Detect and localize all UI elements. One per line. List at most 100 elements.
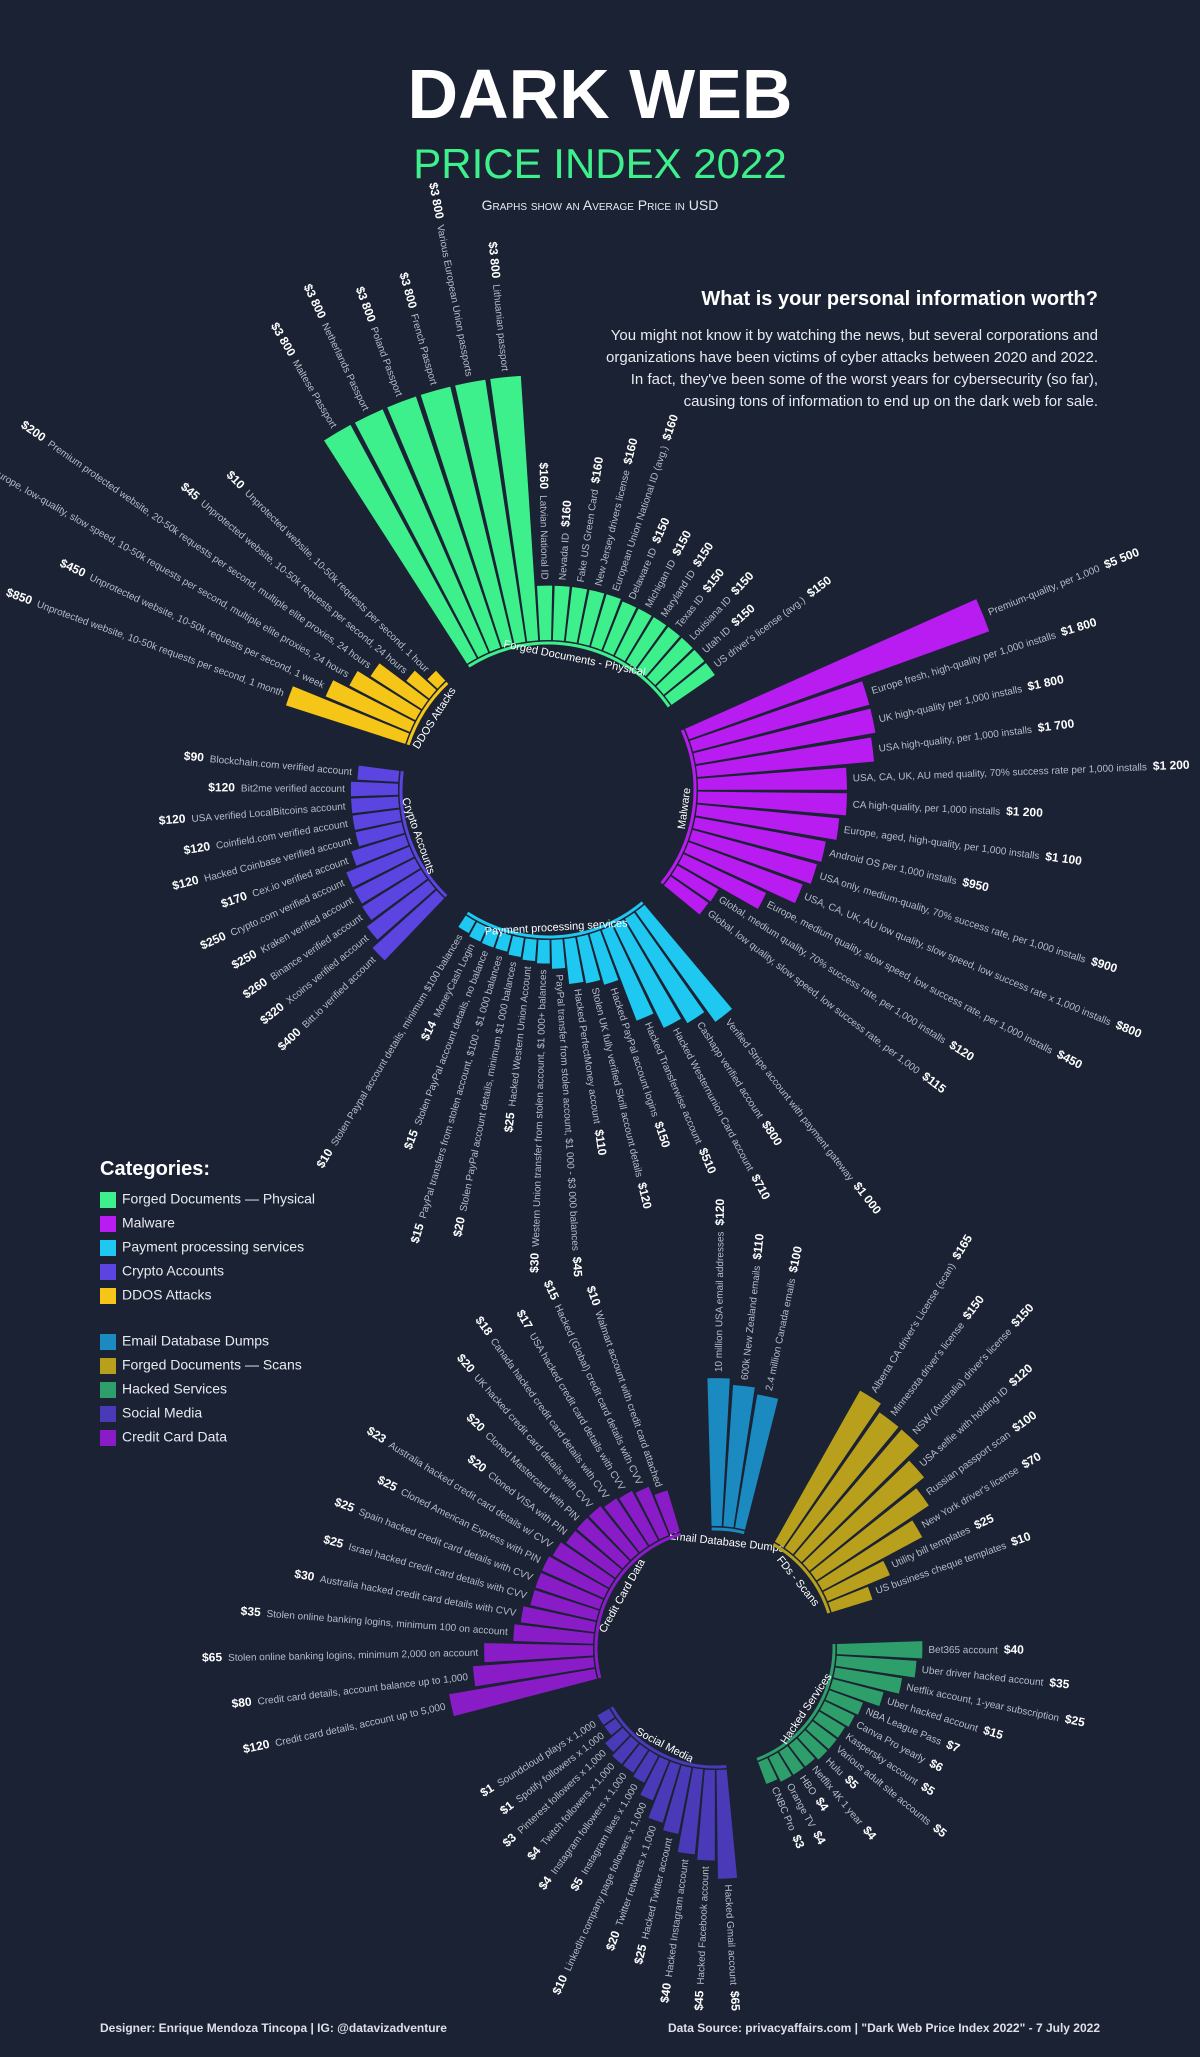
item-label: Hacked Gmail account	[722, 1884, 738, 1985]
footer-designer: Designer: Enrique Mendoza Tincopa | IG: …	[100, 2021, 447, 2035]
bar	[697, 767, 847, 790]
legend-swatch	[100, 1216, 116, 1232]
bar	[624, 912, 705, 1024]
value-label: $160	[588, 456, 606, 485]
value-label: $3 800	[485, 241, 503, 279]
bar	[349, 671, 421, 721]
bar-label: Nevada ID $160	[555, 499, 575, 580]
bar	[813, 1711, 845, 1738]
bar	[603, 601, 637, 655]
bar	[357, 765, 400, 782]
bar	[830, 1679, 884, 1707]
bar	[597, 1708, 615, 1725]
bar	[472, 1657, 595, 1687]
group-arc	[660, 729, 697, 885]
bar	[469, 922, 487, 942]
bar	[794, 1429, 920, 1563]
bar	[677, 1768, 704, 1855]
bar	[656, 649, 705, 695]
group-arc	[610, 1706, 727, 1769]
group-arc	[711, 1527, 745, 1535]
item-label: 10 million USA email addresses	[713, 1231, 726, 1372]
legend-swatch	[100, 1382, 116, 1398]
bar	[484, 1643, 594, 1663]
value-label: $3 800	[426, 181, 447, 220]
note: Graphs show an Average Price in USD	[482, 197, 719, 213]
bar	[601, 925, 654, 1021]
value-label: $40	[1004, 1643, 1024, 1657]
intro-line: causing tons of information to end up on…	[684, 393, 1098, 410]
value-label: $65	[202, 1650, 223, 1664]
bar	[648, 1761, 681, 1823]
bar-label: $65 Stolen online banking logins, minimum…	[202, 1645, 479, 1665]
legend-label: Email Database Dumps	[122, 1333, 269, 1349]
value-label: $1 200	[1006, 804, 1044, 820]
bar	[351, 796, 400, 814]
bar	[355, 822, 405, 847]
bar	[490, 375, 539, 642]
bar	[663, 876, 709, 915]
value-label: $5	[568, 1875, 587, 1894]
bar-label: $45 Hacked Facebook account	[692, 1866, 712, 2011]
bar	[566, 1530, 622, 1578]
bar	[565, 587, 588, 643]
value-label: $100	[786, 1245, 805, 1274]
value-label: $40	[658, 1982, 675, 2004]
legend-swatch	[100, 1264, 116, 1280]
value-label: $25	[631, 1943, 649, 1966]
value-label: $25	[1064, 1712, 1087, 1730]
bar	[508, 935, 524, 958]
bar	[542, 1556, 609, 1599]
value-label: $120	[242, 1737, 271, 1756]
value-label: $20	[603, 1929, 623, 1953]
value-label: $15	[982, 1723, 1006, 1742]
value-label: $160	[559, 499, 575, 527]
bar	[693, 817, 826, 862]
value-label: $120	[713, 1198, 727, 1225]
value-label: $120	[183, 839, 212, 857]
legend-swatch	[100, 1334, 116, 1350]
bar	[689, 829, 817, 884]
value-label: $35	[240, 1604, 261, 1620]
bar	[387, 396, 501, 652]
value-label: $160	[536, 462, 550, 489]
legend-swatch	[100, 1406, 116, 1422]
bar	[758, 1758, 778, 1785]
bar	[695, 804, 840, 840]
bar	[564, 937, 584, 984]
value-label: $110	[592, 1129, 610, 1157]
legend-swatch	[100, 1358, 116, 1374]
bar	[835, 1655, 917, 1678]
legend-label: Malware	[122, 1215, 175, 1231]
value-label: $120	[158, 812, 186, 828]
bar	[685, 599, 990, 740]
value-label: $120	[208, 780, 235, 794]
bar	[352, 809, 402, 830]
value-label: $160	[621, 436, 641, 466]
intro-line: In fact, they've been some of the worst …	[631, 371, 1098, 388]
value-label: $45	[570, 1256, 585, 1277]
bar-label: 10 million USA email addresses $120	[711, 1198, 727, 1372]
bar	[636, 626, 680, 677]
group-arc	[594, 1532, 682, 1679]
value-label: $4	[810, 1828, 829, 1847]
bar	[833, 1667, 903, 1694]
group-arc	[756, 1644, 836, 1761]
bar	[820, 1701, 855, 1727]
item-label: Nevada ID	[557, 533, 571, 581]
bar	[623, 1744, 649, 1773]
bar	[324, 424, 477, 664]
bar	[635, 1486, 669, 1540]
bar	[723, 1385, 755, 1528]
value-label: $65	[727, 1991, 742, 2012]
bar	[716, 1769, 738, 1879]
bar	[678, 854, 767, 909]
bar	[619, 1490, 658, 1546]
bar	[536, 939, 550, 964]
value-label: $120	[171, 873, 201, 893]
bar-label: Bet365 account $40	[928, 1642, 1024, 1657]
value-label: $10	[1009, 1529, 1033, 1549]
value-label: $25	[333, 1495, 357, 1515]
bar	[810, 1488, 929, 1581]
